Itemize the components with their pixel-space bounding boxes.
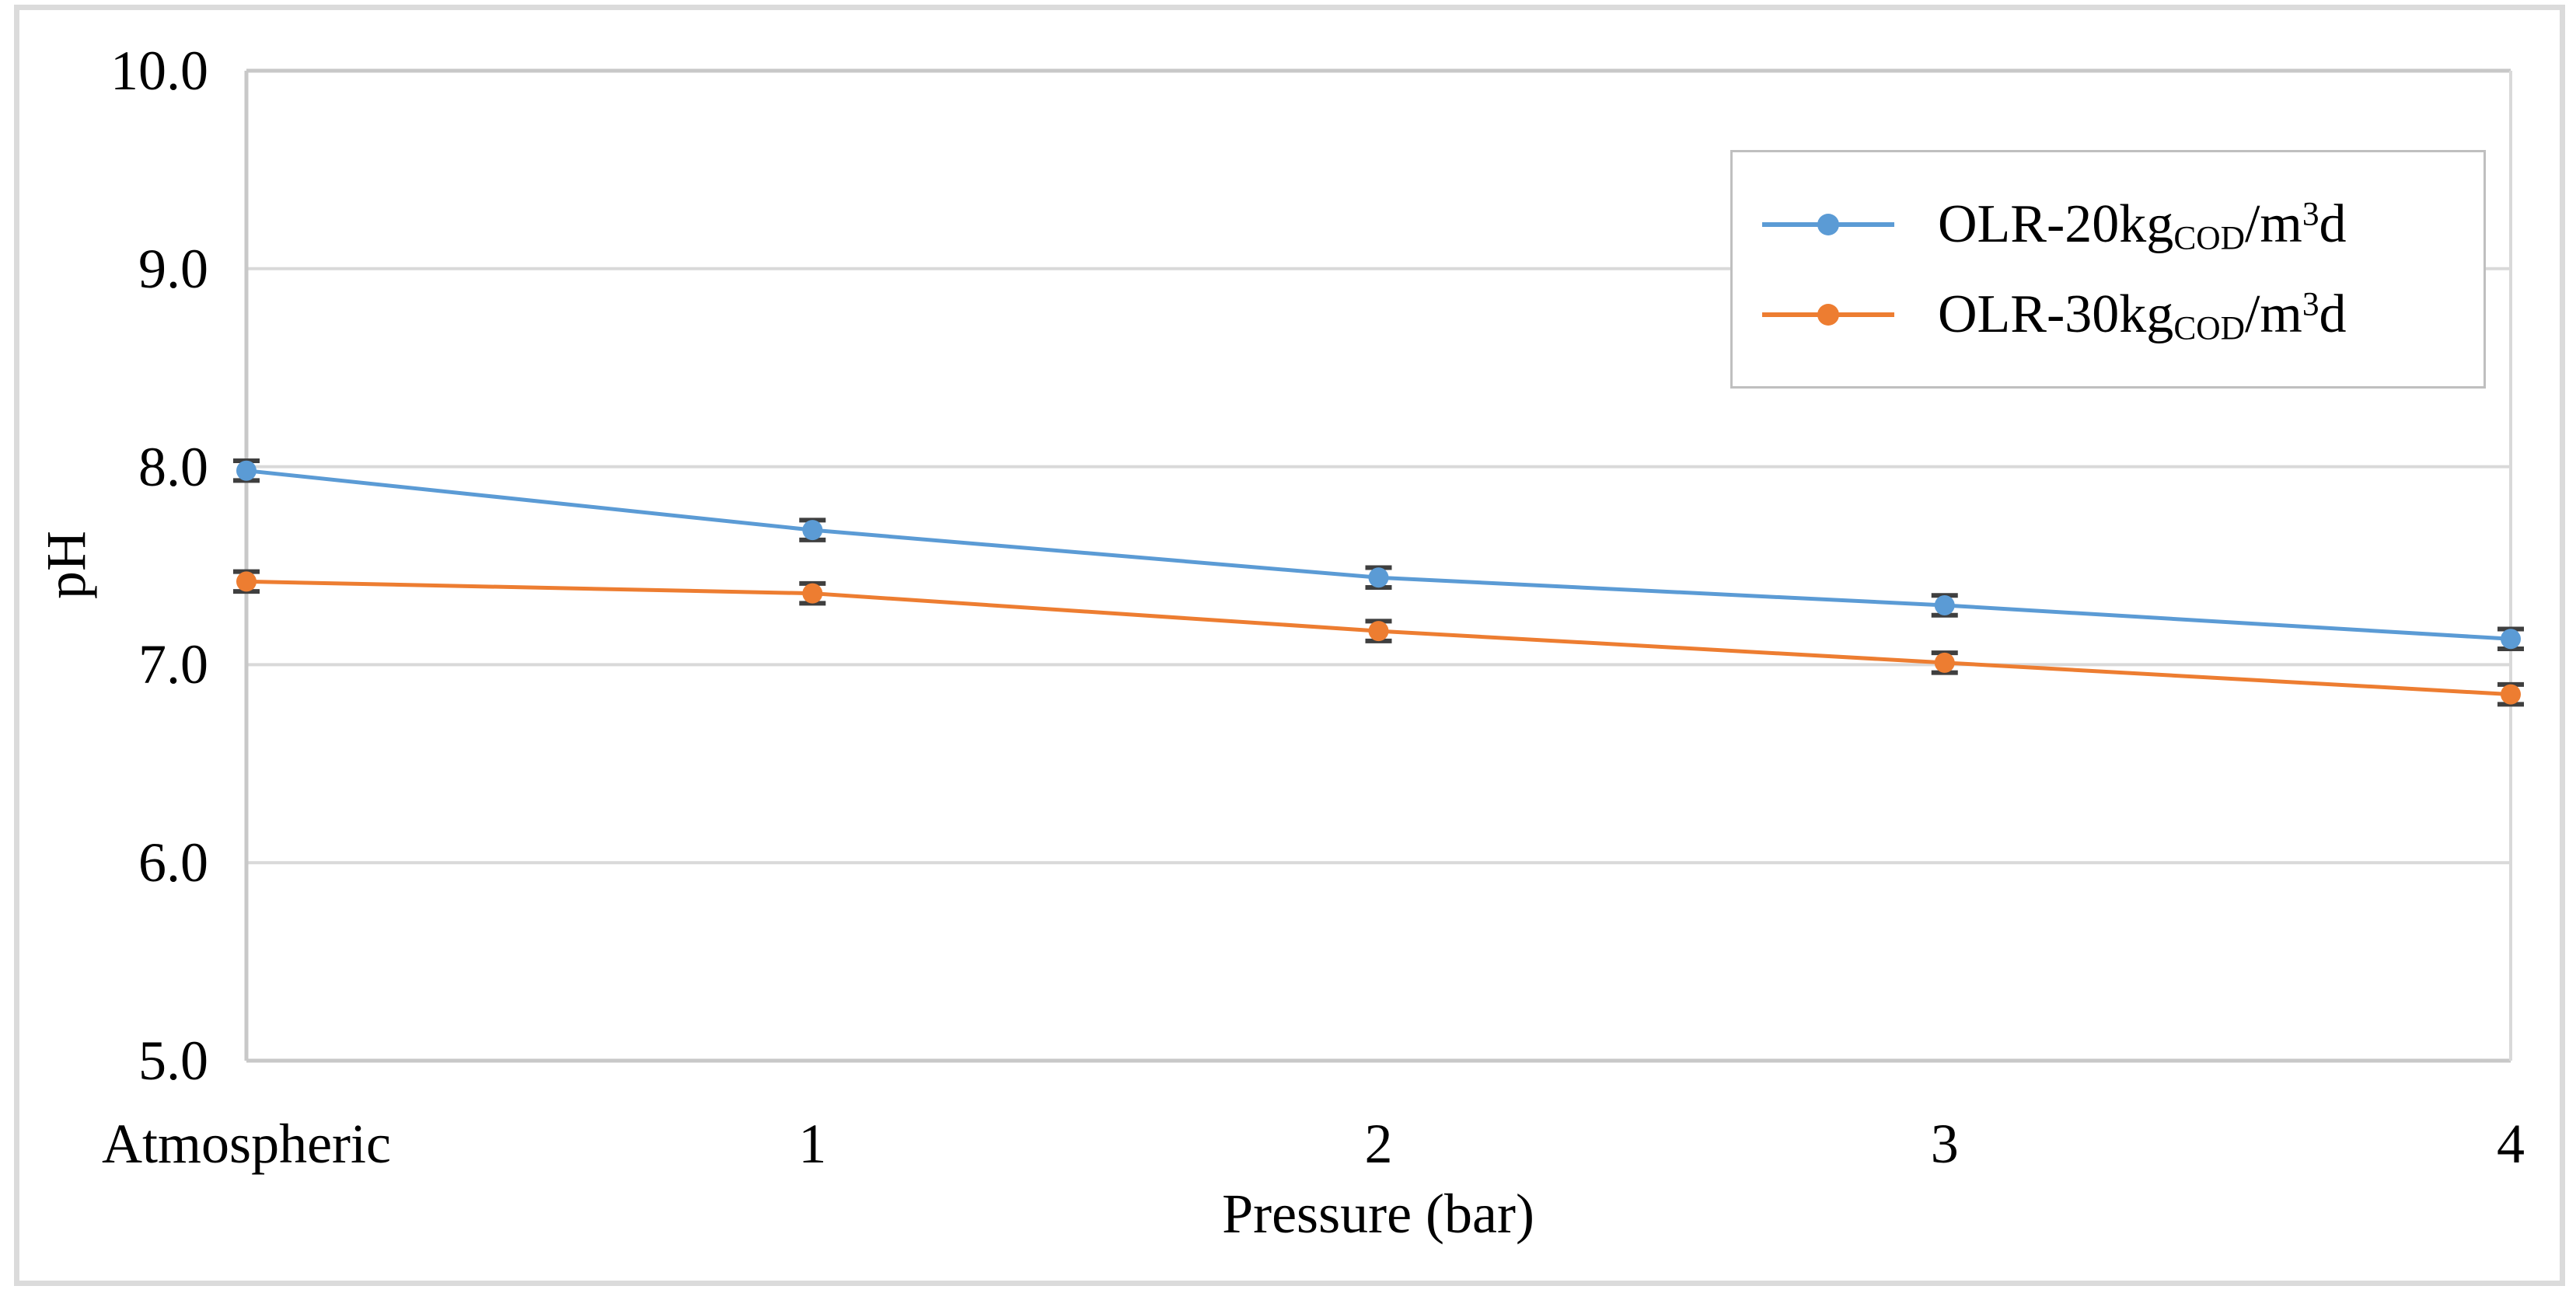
data-point-marker [1368, 567, 1389, 588]
y-tick-label: 6.0 [138, 831, 208, 894]
data-point-marker [802, 520, 823, 541]
data-point-marker [2501, 629, 2521, 650]
data-point-marker [1934, 652, 1955, 673]
data-point-marker [236, 571, 257, 592]
legend-item: OLR-30kgCOD/m3d [1762, 284, 2484, 345]
legend-marker-icon [1762, 213, 1894, 235]
x-tick-label: 4 [2497, 1113, 2525, 1175]
x-tick-label: Atmospheric [102, 1113, 391, 1175]
y-tick-label: 8.0 [138, 435, 208, 498]
x-tick-label: 2 [1364, 1113, 1393, 1175]
x-tick-label: 1 [798, 1113, 827, 1175]
legend: OLR-20kgCOD/m3d OLR-30kgCOD/m3d [1730, 150, 2486, 389]
y-axis-title: pH [35, 531, 97, 599]
legend-label: OLR-30kgCOD/m3d [1938, 284, 2347, 347]
legend-item: OLR-20kgCOD/m3d [1762, 194, 2484, 255]
legend-marker-icon [1762, 303, 1894, 326]
data-point-marker [1368, 621, 1389, 642]
x-axis-title: Pressure (bar) [1222, 1183, 1534, 1245]
x-tick-label: 3 [1930, 1113, 1959, 1175]
y-tick-label: 9.0 [138, 237, 208, 300]
data-point-marker [1934, 594, 1955, 615]
data-point-marker [2501, 684, 2521, 705]
y-tick-label: 5.0 [138, 1030, 208, 1092]
data-point-marker [802, 583, 823, 604]
y-tick-label: 10.0 [110, 40, 208, 102]
series-line-0 [246, 469, 2511, 641]
y-tick-label: 7.0 [138, 633, 208, 696]
legend-label: OLR-20kgCOD/m3d [1938, 193, 2347, 257]
data-point-marker [236, 460, 257, 481]
